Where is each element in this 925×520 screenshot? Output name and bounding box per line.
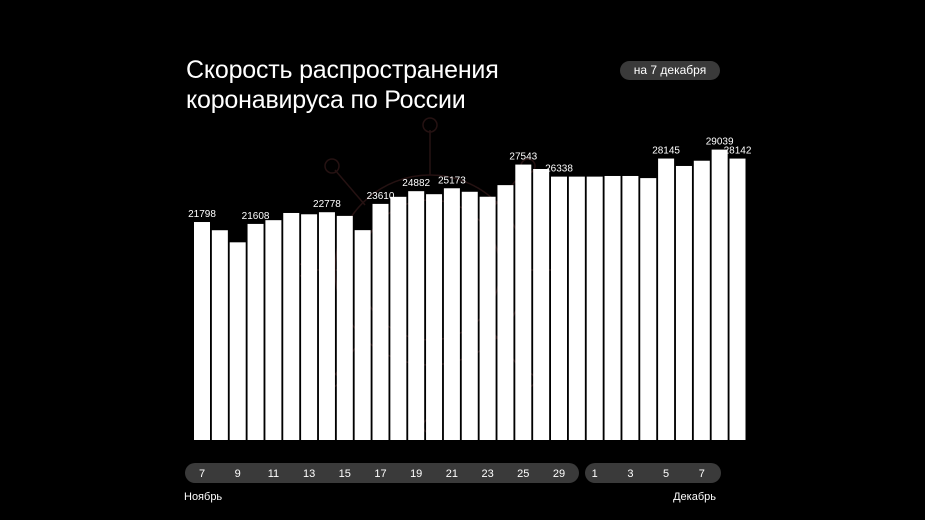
bar-7 — [318, 212, 335, 440]
bar-14 — [443, 188, 460, 440]
bars-group — [194, 149, 746, 441]
month-label-november: Ноябрь — [184, 491, 223, 503]
bar-10 — [372, 203, 389, 440]
tick-label-16: 23 — [481, 468, 493, 480]
bar-1 — [211, 230, 228, 440]
tick-label-10: 17 — [374, 468, 386, 480]
bar-5 — [283, 212, 300, 440]
x-axis-december-pill — [585, 463, 721, 483]
bar-28 — [693, 160, 710, 441]
bar-27 — [675, 165, 692, 440]
bar-15 — [461, 191, 478, 440]
tick-label-20: 29 — [553, 468, 565, 480]
data-label-12: 24882 — [402, 178, 430, 189]
date-badge: на 7 декабря — [620, 61, 720, 80]
bar-11 — [390, 196, 407, 440]
bar-12 — [408, 191, 425, 440]
tick-label-12: 19 — [410, 468, 422, 480]
bar-4 — [265, 220, 282, 440]
tick-label-18: 25 — [517, 468, 529, 480]
tick-label-0: 7 — [199, 468, 205, 480]
data-label-3: 21608 — [242, 211, 270, 222]
tick-label-2: 9 — [235, 468, 241, 480]
bar-24 — [622, 175, 639, 441]
tick-label-26: 5 — [663, 468, 669, 480]
data-labels-group: 21798 21608 22778 23610 24882 25173 27543 26338… — [188, 137, 752, 222]
bar-23 — [604, 175, 621, 441]
tick-label-6: 13 — [303, 468, 315, 480]
chart-title: Скорость распространения коронавируса по… — [186, 56, 499, 114]
data-label-0: 21798 — [188, 209, 216, 220]
bar-21 — [568, 176, 585, 440]
bar-18 — [515, 164, 532, 440]
data-label-20: 26338 — [545, 164, 573, 175]
x-axis-november-pill — [185, 463, 579, 483]
data-label-26: 28145 — [652, 146, 680, 157]
month-label-december: Декабрь — [673, 491, 716, 503]
tick-label-4: 11 — [268, 468, 279, 480]
bar-26 — [658, 158, 675, 441]
bar-19 — [533, 169, 550, 440]
data-label-7: 22778 — [313, 199, 341, 210]
bar-6 — [301, 214, 318, 440]
tick-label-28: 7 — [699, 468, 705, 480]
data-label-29: 29039 — [706, 137, 734, 148]
bar-17 — [497, 185, 514, 440]
bar-16 — [479, 196, 496, 440]
tick-label-14: 21 — [446, 468, 458, 480]
bar-20 — [551, 176, 567, 440]
bar-13 — [426, 194, 443, 440]
bar-30 — [729, 158, 746, 440]
data-label-14: 25173 — [438, 175, 466, 186]
tick-label-22: 1 — [592, 468, 598, 480]
bar-29 — [711, 149, 728, 441]
data-label-10: 23610 — [367, 191, 395, 202]
bar-8 — [336, 215, 353, 440]
data-label-18: 27543 — [509, 152, 537, 163]
bar-22 — [586, 176, 603, 440]
tick-label-24: 3 — [627, 468, 633, 480]
data-label-30: 28142 — [724, 146, 752, 157]
bar-3 — [247, 223, 264, 440]
bar-2 — [229, 242, 246, 440]
x-axis-ticks-group: 7 9 11 13 15 17 19 21 23 25 29 1 3 5 7 — [199, 468, 705, 480]
tick-label-8: 15 — [339, 468, 351, 480]
bar-0 — [194, 222, 210, 440]
bar-9 — [354, 230, 371, 440]
bar-25 — [640, 178, 657, 440]
